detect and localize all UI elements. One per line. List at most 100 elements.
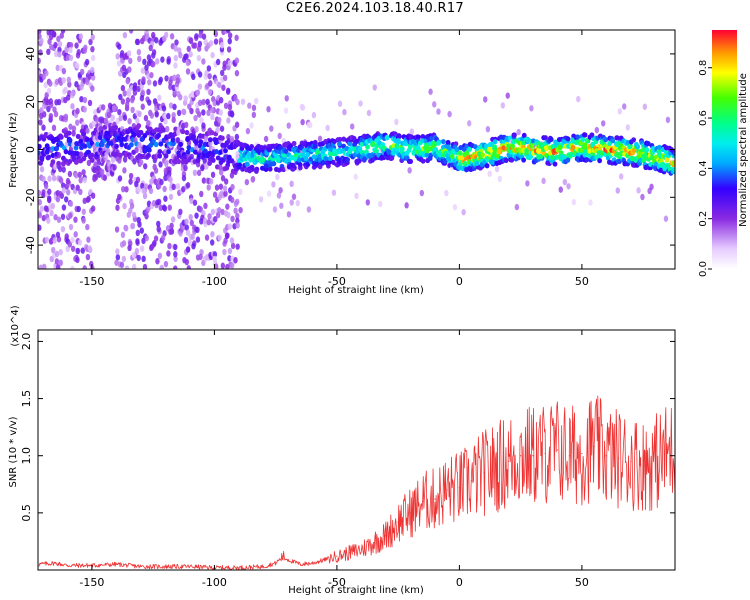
spectrogram-cell xyxy=(90,66,95,74)
spectrogram-cell xyxy=(229,237,235,244)
spectrogram-cell xyxy=(126,50,132,57)
spectrogram-cell xyxy=(169,222,174,230)
spectrogram-cell xyxy=(90,205,96,212)
spectrogram-cell xyxy=(219,69,225,77)
spectrogram-cell xyxy=(63,149,69,155)
spectrogram-cell xyxy=(128,172,134,180)
spectrogram-cell xyxy=(207,160,213,166)
spectrogram-cell xyxy=(324,156,329,162)
spectrogram-cell xyxy=(82,176,88,184)
spectrogram-cell xyxy=(253,97,259,105)
spectrogram-cell xyxy=(234,121,240,128)
spectrogram-cell xyxy=(210,51,215,59)
spectrogram-cell xyxy=(111,105,117,112)
spectrogram-cell xyxy=(207,88,213,96)
spectrogram-cell xyxy=(218,109,223,116)
spectrogram-cell xyxy=(59,32,64,39)
spectrogram-cell xyxy=(146,152,151,158)
spectrogram-cell xyxy=(566,183,571,190)
spectrogram-cell xyxy=(38,57,42,65)
spectrogram-cell xyxy=(134,38,140,46)
snr-point xyxy=(54,562,56,564)
spectrogram-cell xyxy=(543,145,549,151)
spectrogram-cell xyxy=(171,84,176,91)
spectrogram-cell xyxy=(516,128,521,136)
spectrogram-cell xyxy=(249,143,255,150)
spectrogram-cell xyxy=(603,137,609,143)
snr-series-line xyxy=(38,395,675,570)
spectrogram-cell xyxy=(194,33,199,40)
spectrogram-cell xyxy=(374,148,379,154)
spectrogram-cell xyxy=(155,258,160,265)
spectrogram-cell xyxy=(386,149,392,155)
spectrogram-cell xyxy=(61,77,66,84)
spectrogram-cell xyxy=(153,167,159,174)
snr-point xyxy=(630,460,632,463)
spectrogram-cell xyxy=(205,98,210,105)
spectrogram-cell xyxy=(68,223,74,231)
spectrogram-cell xyxy=(356,158,362,164)
spectrogram-cell xyxy=(48,80,53,87)
spectrogram-cell xyxy=(76,49,81,56)
spectrogram-cell xyxy=(235,198,240,205)
spectrogram-cell xyxy=(436,140,442,146)
spectrogram-cell xyxy=(194,126,199,133)
spectrogram-cell xyxy=(139,95,145,102)
spectrogram-cell xyxy=(198,206,203,213)
spectrogram-cell xyxy=(156,220,161,228)
spectrogram-cell xyxy=(54,258,60,265)
spectrogram-cell xyxy=(163,148,168,155)
spectrogram-cell xyxy=(358,100,363,107)
spectrogram-cell xyxy=(76,205,81,213)
spectrogram-cell xyxy=(127,118,132,125)
spectrogram-cell xyxy=(366,109,372,117)
spectrogram-cell xyxy=(631,137,637,143)
snr-frame xyxy=(37,329,676,571)
spectrogram-cell xyxy=(41,214,46,222)
spectrogram-cell xyxy=(408,134,414,140)
spectrogram-cell xyxy=(77,239,83,246)
spectrogram-cell xyxy=(192,42,198,49)
spectrogram-cell xyxy=(163,153,169,159)
spectrogram-cell xyxy=(209,130,215,136)
spectrogram-cell xyxy=(331,189,337,196)
y-tick-label: 1.0 xyxy=(20,447,33,465)
spectrogram-cell xyxy=(253,168,259,174)
spectrogram-cell xyxy=(219,169,224,176)
spectrogram-cell xyxy=(41,189,46,196)
spectrogram-cell xyxy=(614,151,620,157)
spectrogram-cell xyxy=(627,144,633,150)
spectrogram-cell xyxy=(66,94,71,101)
spectrogram-cell xyxy=(42,111,47,118)
spectrogram-cell xyxy=(545,160,551,166)
spectrogram-cell xyxy=(61,204,67,211)
spectrogram-cell xyxy=(432,101,437,108)
spectrogram-cell xyxy=(247,102,252,109)
spectrogram-cell xyxy=(207,213,212,220)
spectrogram-cell xyxy=(128,178,133,185)
spectrogram-cell xyxy=(271,161,277,167)
spectrogram-cell xyxy=(445,139,451,146)
spectrogram-cell xyxy=(290,162,296,168)
spectrogram-cell xyxy=(447,110,452,118)
spectrogram-cell xyxy=(117,175,123,182)
spectrogram-cell xyxy=(227,104,233,111)
spectrogram-cell xyxy=(107,111,112,118)
spectrogram-cell xyxy=(271,181,276,188)
spectrogram-cell xyxy=(369,152,375,159)
spectrogram-cell xyxy=(204,234,210,241)
spectrogram-cell xyxy=(163,195,168,202)
spectrogram-cell xyxy=(571,198,576,206)
spectrogram-cell xyxy=(337,136,343,143)
spectrogram-cell xyxy=(50,202,56,210)
spectrogram-cell xyxy=(178,208,183,216)
spectrogram-cell xyxy=(610,138,616,144)
spectrogram-cell xyxy=(93,109,98,116)
spectrogram-cell xyxy=(166,149,172,155)
spectrogram-cell xyxy=(38,224,42,231)
spectrogram-cell xyxy=(118,93,123,101)
spectrogram-cell xyxy=(198,253,203,261)
spectrogram-cell xyxy=(594,126,600,134)
spectrogram-cell xyxy=(115,254,121,261)
spectrogram-cell xyxy=(71,125,77,132)
